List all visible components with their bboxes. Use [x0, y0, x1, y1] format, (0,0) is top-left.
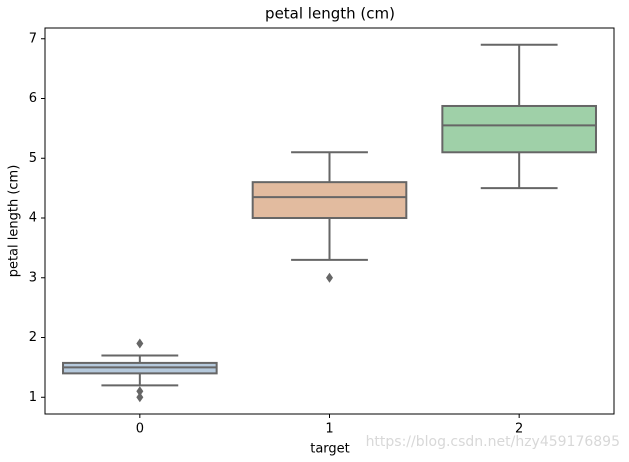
y-tick-label: 5 [29, 151, 37, 166]
x-tick-label: 2 [515, 422, 523, 437]
watermark: https://blog.csdn.net/hzy459176895 [366, 434, 620, 450]
chart-title: petal length (cm) [265, 5, 395, 23]
x-tick-label: 1 [325, 422, 333, 437]
outlier [136, 392, 144, 403]
y-tick-label: 1 [29, 390, 37, 405]
box [251, 181, 408, 220]
outlier [136, 386, 144, 397]
box [441, 104, 597, 154]
plot-frame [44, 27, 615, 415]
y-tick-label: 6 [29, 91, 37, 106]
y-tick-label: 4 [29, 211, 37, 226]
x-axis-label: target [310, 442, 350, 457]
y-tick-label: 2 [29, 330, 37, 345]
y-axis-label: petal length (cm) [7, 165, 22, 278]
x-tick-label: 0 [136, 422, 144, 437]
outlier [136, 338, 144, 349]
y-tick-label: 7 [29, 31, 37, 46]
outlier [326, 272, 333, 283]
y-tick-label: 3 [29, 270, 37, 285]
